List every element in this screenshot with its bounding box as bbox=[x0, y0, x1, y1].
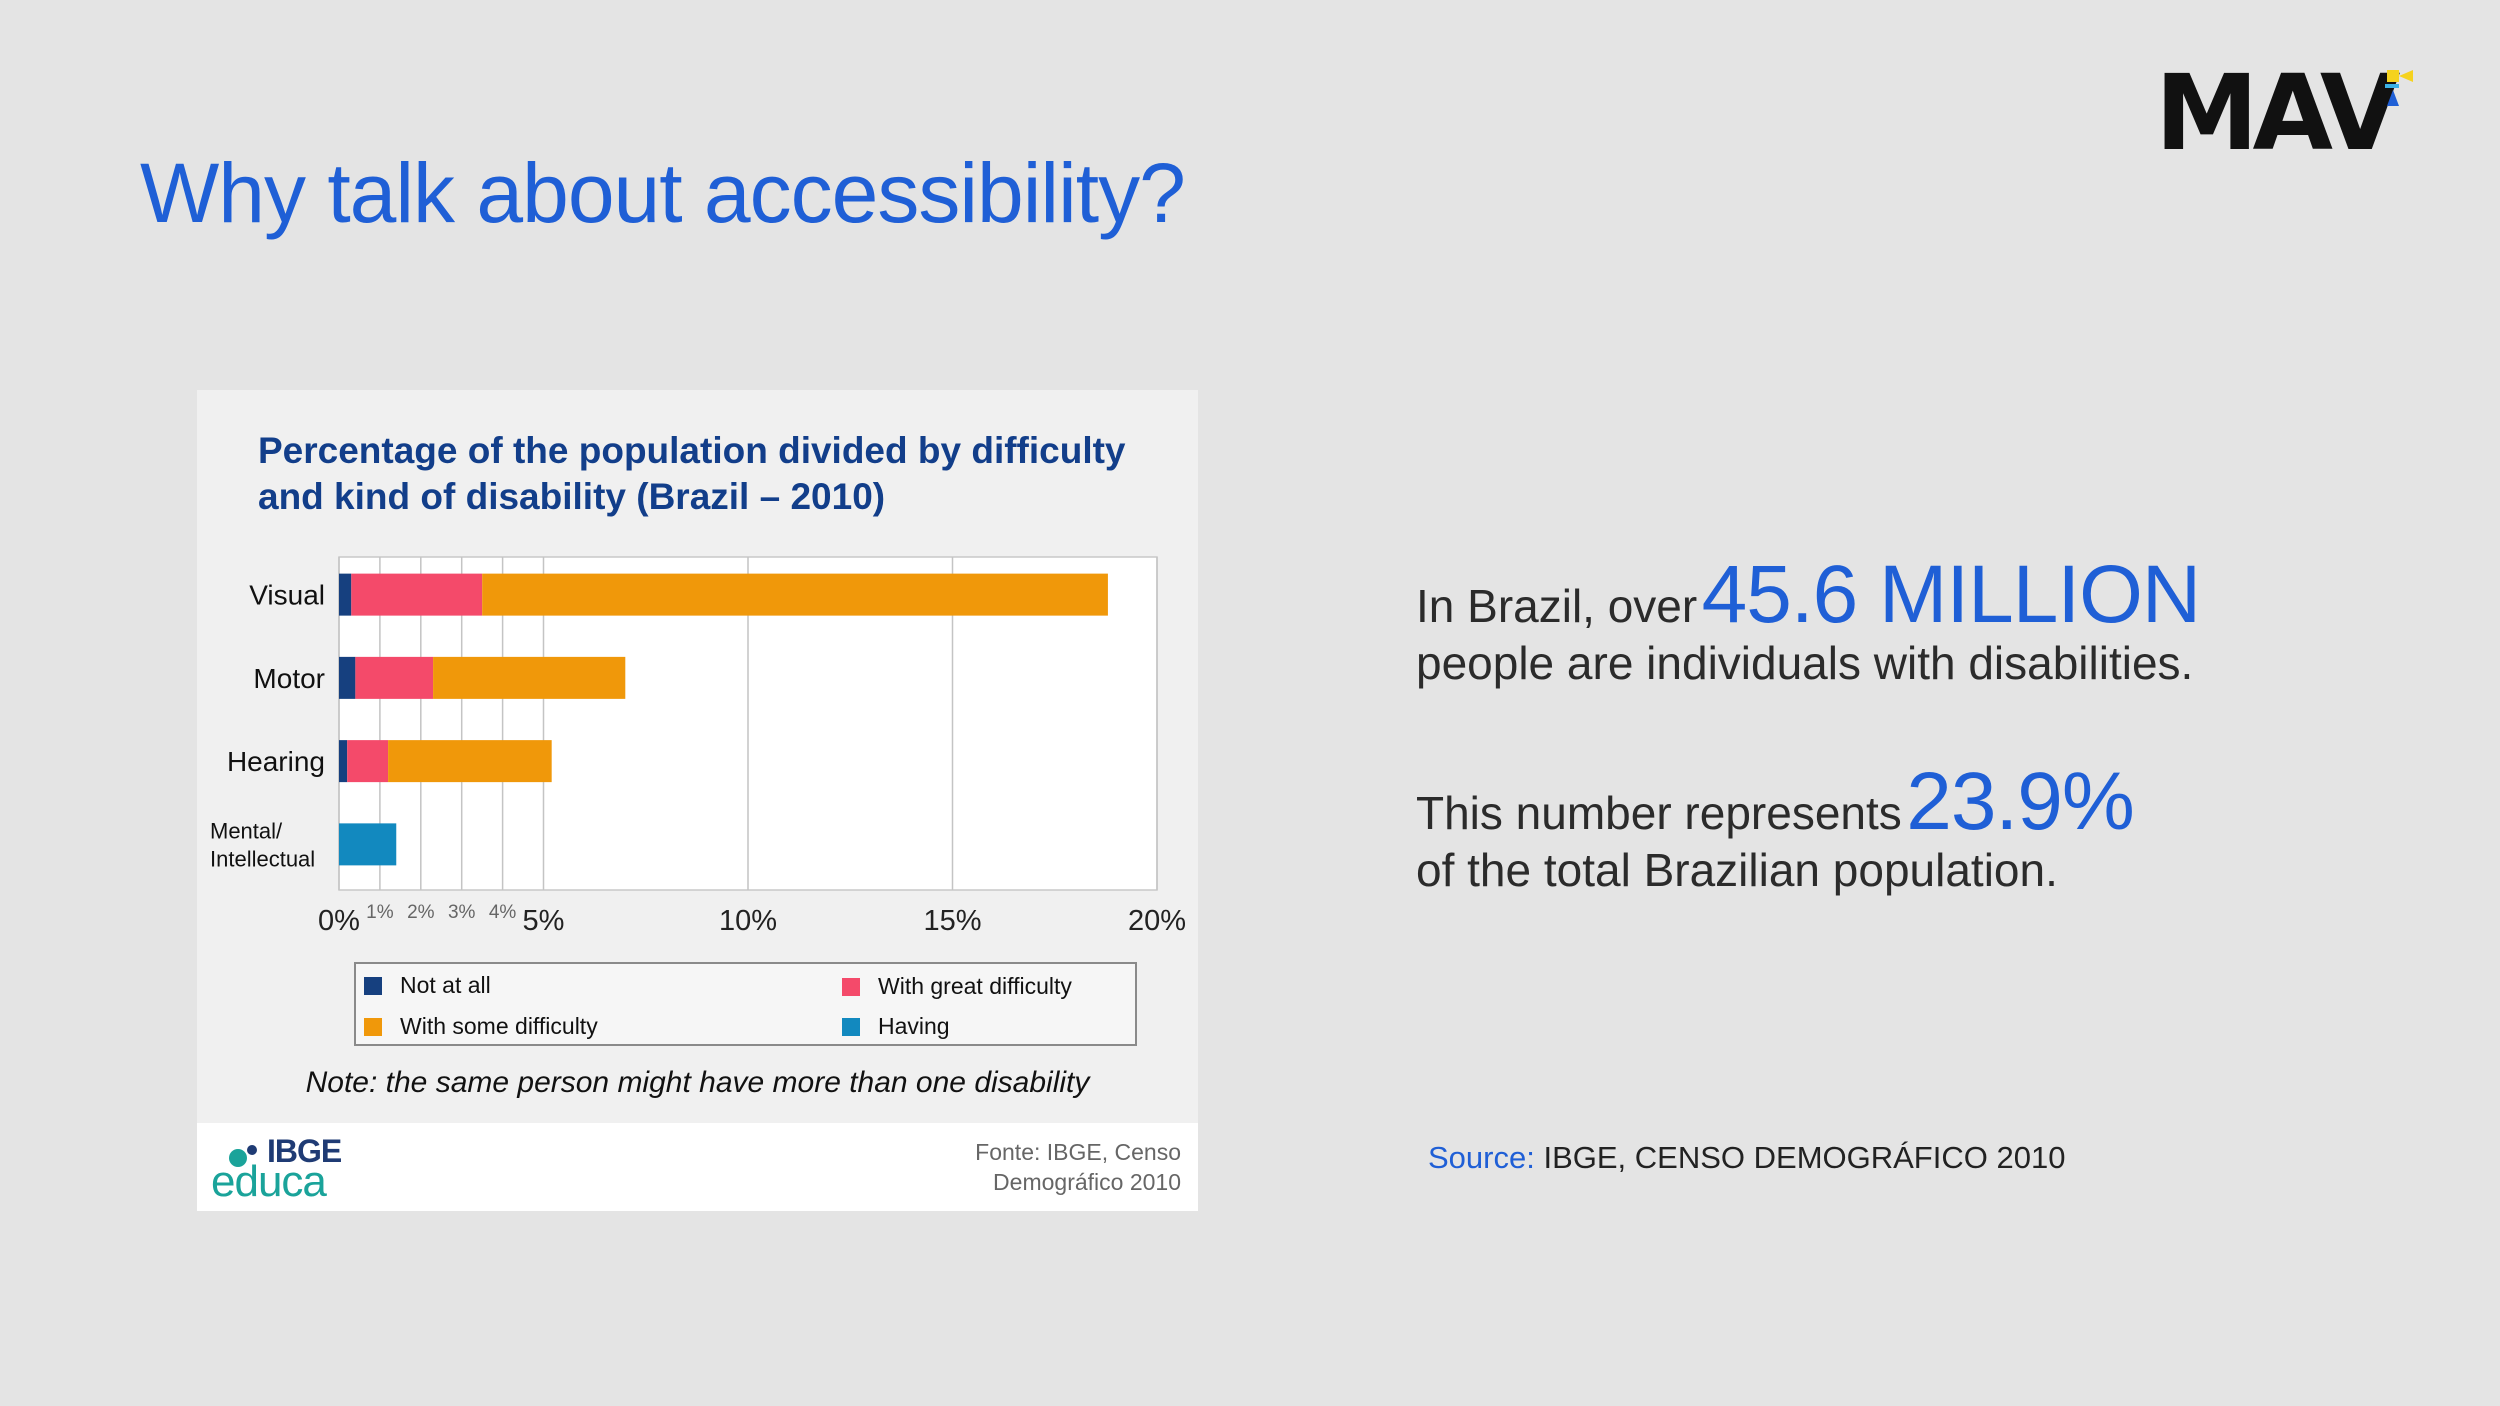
bar-chart: Visual Motor Hearing Mental/Intellectual 0% 5… bbox=[210, 556, 1186, 937]
slide-title: Why talk about accessibility? bbox=[140, 146, 1186, 240]
source-label: Source: bbox=[1428, 1140, 1535, 1175]
bar-visual-with-great-difficulty bbox=[351, 573, 483, 616]
bar-motor-with-some-difficulty bbox=[433, 656, 626, 699]
stat-number: 23.9% bbox=[1906, 756, 2135, 847]
legend-swatch-icon bbox=[364, 1017, 382, 1036]
chart-footer: IBGE educa Fonte: IBGE, Censo Demográfic… bbox=[197, 1123, 1198, 1211]
tick-label: 0% bbox=[318, 905, 360, 937]
legend-label: With some difficulty bbox=[400, 1013, 598, 1039]
legend-swatch-icon bbox=[842, 1017, 860, 1036]
stat-population: In Brazil, over 45.6 MILLION people are … bbox=[1416, 548, 2201, 690]
stat-percentage: This number represents 23.9% of the tota… bbox=[1416, 755, 2135, 897]
legend-swatch-icon bbox=[842, 977, 860, 996]
legend-item-having: Having bbox=[842, 1013, 950, 1040]
category-label: Intellectual bbox=[210, 846, 315, 871]
category-label: Motor bbox=[253, 663, 325, 694]
mav-logo: MAV bbox=[2155, 52, 2435, 174]
ibge-word: IBGE bbox=[267, 1133, 342, 1169]
minor-tick-label: 2% bbox=[407, 902, 435, 923]
source-text: IBGE, CENSO DEMOGRÁFICO 2010 bbox=[1543, 1140, 2066, 1175]
tick-label: 20% bbox=[1128, 905, 1186, 937]
stat-rest: people are individuals with disabilities… bbox=[1416, 637, 2194, 689]
ibge-sub: educa bbox=[211, 1157, 327, 1206]
legend-label: Not at all bbox=[400, 972, 491, 998]
chart-note: Note: the same person might have more th… bbox=[305, 1066, 1090, 1099]
ibge-logo: IBGE educa bbox=[211, 1131, 361, 1207]
category-label: Mental/ bbox=[210, 818, 283, 843]
bar-visual-not-at-all bbox=[339, 573, 352, 616]
bar-motor-with-great-difficulty bbox=[355, 656, 434, 699]
tick-label: 10% bbox=[719, 905, 777, 937]
legend-label: With great difficulty bbox=[878, 973, 1072, 999]
bar-visual-with-some-difficulty bbox=[482, 573, 1108, 616]
minor-tick-label: 4% bbox=[489, 902, 517, 923]
legend-swatch-icon bbox=[364, 976, 382, 995]
source-line: Source: IBGE, CENSO DEMOGRÁFICO 2010 bbox=[1428, 1140, 2065, 1176]
chart-legend: Not at all With great difficulty With so… bbox=[354, 962, 1137, 1046]
stat-lead: In Brazil, over bbox=[1416, 580, 1698, 632]
legend-label: Having bbox=[878, 1013, 950, 1039]
stat-rest: of the total Brazilian population. bbox=[1416, 844, 2058, 896]
minor-tick-label: 1% bbox=[366, 902, 394, 923]
bar-motor-not-at-all bbox=[339, 656, 356, 699]
bar-mental-intellectual-having bbox=[339, 823, 397, 866]
chart-source: Fonte: IBGE, Censo Demográfico 2010 bbox=[975, 1139, 1181, 1195]
logo-mark-icon bbox=[2385, 70, 2413, 106]
legend-item-great-difficulty: With great difficulty bbox=[842, 973, 1072, 1000]
chart-card: Percentage of the population divided by … bbox=[197, 390, 1198, 1211]
legend-item-not-at-all: Not at all bbox=[364, 972, 491, 999]
stat-lead: This number represents bbox=[1416, 787, 1902, 839]
logo-wordmark: MAV bbox=[2155, 52, 2400, 174]
minor-tick-label: 3% bbox=[448, 902, 476, 923]
bar-hearing-not-at-all bbox=[339, 740, 348, 783]
legend-item-some-difficulty: With some difficulty bbox=[364, 1013, 598, 1040]
bar-hearing-with-some-difficulty bbox=[388, 740, 552, 783]
tick-label: 15% bbox=[923, 905, 981, 937]
category-label: Visual bbox=[249, 580, 325, 611]
ibge-dots-icon bbox=[229, 1145, 257, 1167]
stat-number: 45.6 MILLION bbox=[1701, 549, 2201, 640]
tick-label: 5% bbox=[523, 905, 565, 937]
bar-hearing-with-great-difficulty bbox=[347, 740, 389, 783]
chart-title: Percentage of the population divided by … bbox=[258, 430, 1126, 517]
category-label: Hearing bbox=[227, 746, 325, 777]
